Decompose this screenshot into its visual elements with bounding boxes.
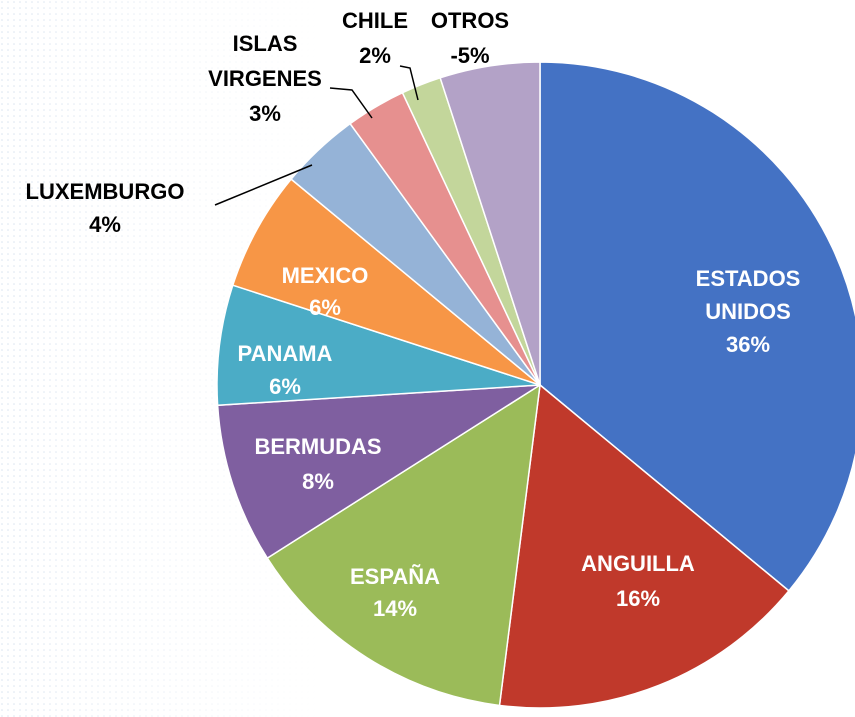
pie-slice (498, 383, 790, 709)
slice-label: LUXEMBURGO (26, 179, 185, 204)
slice-label: UNIDOS (705, 299, 791, 324)
leader-line (399, 65, 419, 101)
leader-line (329, 87, 373, 119)
pie-slice (539, 61, 855, 592)
slice-label: VIRGENES (208, 66, 322, 91)
leader-line (214, 164, 313, 206)
slice-value-label: 36% (726, 332, 770, 357)
slice-label: ESTADOS (696, 266, 801, 291)
pie-slice (266, 383, 541, 707)
slice-label: OTROS (431, 8, 509, 33)
slice-label: CHILE (342, 8, 408, 33)
slice-label: ESPAÑA (350, 564, 440, 589)
slice-value-label: 6% (269, 374, 301, 399)
slice-value-label: 4% (89, 212, 121, 237)
slice-value-label: 3% (249, 101, 281, 126)
slice-label: BERMUDAS (254, 434, 381, 459)
pie-slice (439, 61, 541, 386)
slice-value-label: 6% (309, 295, 341, 320)
slice-value-label: 8% (302, 469, 334, 494)
pie-slice (216, 384, 541, 560)
pie-slice (231, 178, 541, 386)
slice-value-label: 14% (373, 596, 417, 621)
pie-slice (216, 284, 541, 407)
slice-value-label: 16% (616, 586, 660, 611)
slice-value-label: 2% (359, 43, 391, 68)
slice-value-label: -5% (450, 43, 489, 68)
slice-label: ISLAS (233, 31, 298, 56)
slice-label: ANGUILLA (581, 551, 695, 576)
slice-label: PANAMA (238, 341, 333, 366)
slice-label: MEXICO (282, 263, 369, 288)
